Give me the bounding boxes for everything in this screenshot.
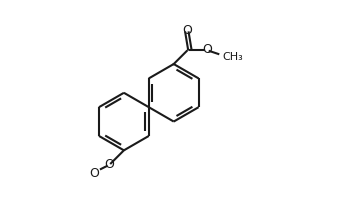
Text: O: O: [89, 167, 99, 180]
Text: O: O: [104, 158, 114, 171]
Text: CH₃: CH₃: [223, 52, 243, 62]
Text: O: O: [182, 24, 192, 37]
Text: O: O: [202, 43, 212, 56]
